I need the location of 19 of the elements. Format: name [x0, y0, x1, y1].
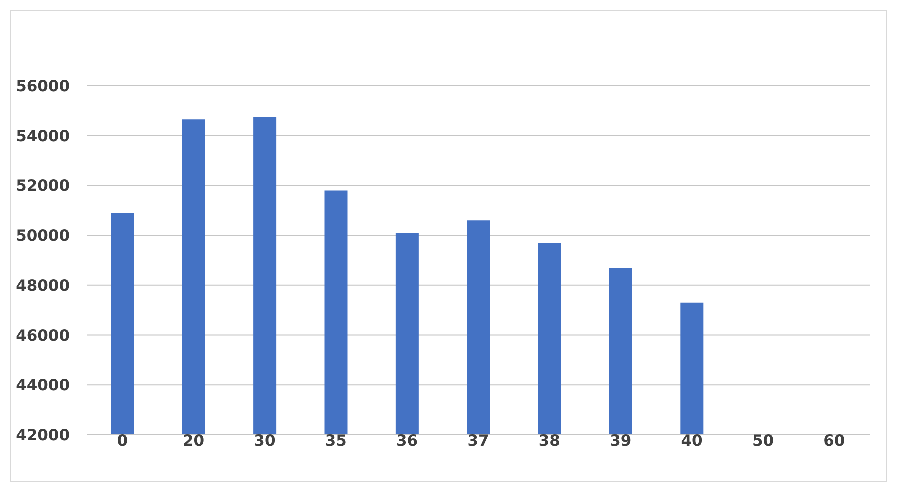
x-tick-label: 37	[468, 432, 490, 450]
y-tick-label: 54000	[16, 127, 70, 146]
x-tick-label: 30	[254, 432, 276, 450]
y-tick-label: 42000	[16, 426, 70, 445]
x-tick-label: 60	[824, 432, 846, 450]
y-tick-label: 52000	[16, 177, 70, 196]
y-tick-label: 56000	[16, 78, 70, 96]
x-tick-label: 40	[681, 432, 704, 450]
x-tick-label: 36	[396, 432, 418, 450]
y-tick-label: 48000	[16, 276, 70, 295]
x-tick-label: 38	[538, 432, 560, 450]
y-tick-label: 46000	[16, 326, 70, 345]
x-tick-label: 50	[752, 432, 774, 450]
x-tick-label: 20	[182, 432, 205, 450]
y-tick-label: 44000	[16, 376, 70, 395]
x-tick-label: 0	[117, 432, 128, 450]
x-tick-label: 39	[610, 432, 632, 450]
y-tick-label: 50000	[16, 227, 70, 246]
x-tick-label: 35	[325, 432, 347, 450]
